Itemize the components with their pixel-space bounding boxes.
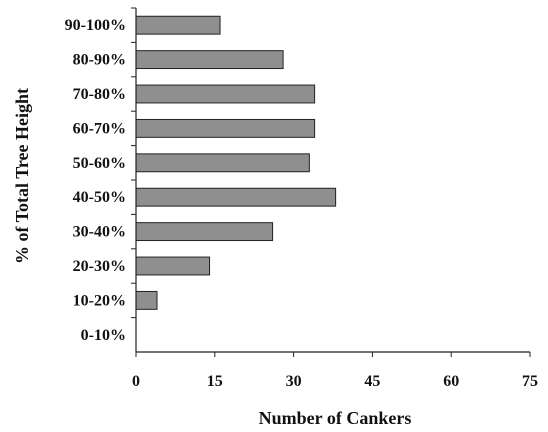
x-tick-labels: 0 15 30 45 60 75 (132, 352, 538, 390)
y-tick-label: 80-90% (73, 52, 126, 69)
bar-40-50% (135, 187, 337, 207)
x-tick-label: 0 (132, 373, 140, 390)
bar-20-30% (135, 256, 211, 276)
bar-70-80% (135, 84, 316, 104)
x-tick-label: 75 (522, 373, 538, 390)
y-tick-label: 20-30% (73, 258, 126, 275)
x-tick-label: 45 (364, 373, 380, 390)
y-tick-label: 0-10% (81, 327, 126, 344)
y-tick-label: 30-40% (73, 224, 126, 241)
x-tick-label: 15 (207, 373, 223, 390)
y-tick-label: 70-80% (73, 86, 126, 103)
y-tick-label: 60-70% (73, 120, 126, 137)
bars-group (135, 15, 337, 310)
x-tick-label: 30 (286, 373, 302, 390)
x-tick-label: 60 (443, 373, 459, 390)
y-axis-title: % of Total Tree Height (12, 88, 32, 264)
y-tick-label: 50-60% (73, 155, 126, 172)
y-tick-label: 10-20% (73, 292, 126, 309)
y-tick-labels: 0-10% 10-20% 20-30% 30-40% 40-50% 50-60% 60-70… (65, 7, 136, 344)
bar-60-70% (135, 118, 316, 138)
y-tick-label: 90-100% (65, 17, 126, 34)
x-axis-title: Number of Cankers (259, 408, 412, 428)
bar-90-100% (135, 15, 221, 35)
y-tick-label: 40-50% (73, 189, 126, 206)
bar-50-60% (135, 153, 310, 173)
bar-10-20% (135, 290, 158, 310)
bar-30-40% (135, 222, 274, 242)
bar-80-90% (135, 50, 284, 70)
